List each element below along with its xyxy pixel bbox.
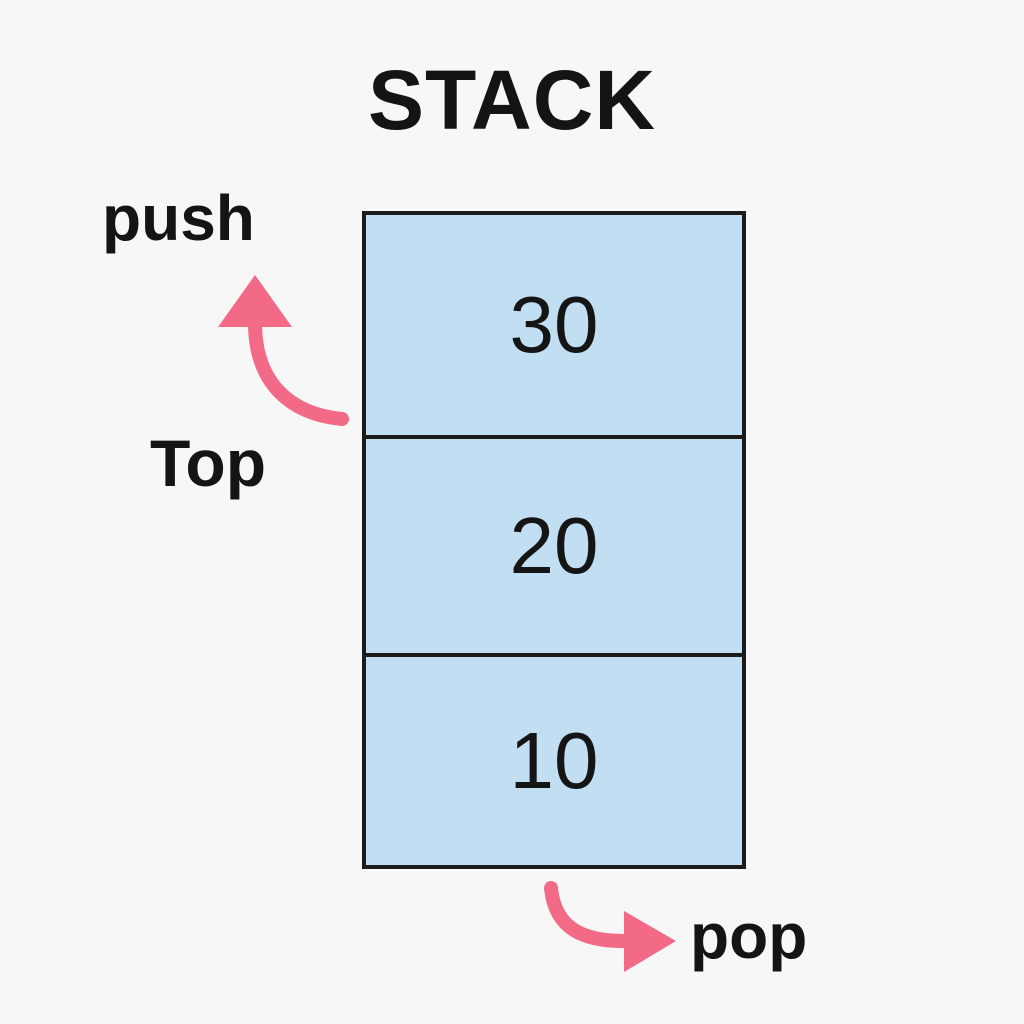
pop-arrow-head bbox=[624, 911, 676, 972]
stack-cell-top: 30 bbox=[366, 215, 742, 439]
push-arrow-curve bbox=[248, 316, 349, 426]
push-arrow-head bbox=[218, 275, 292, 327]
pop-label: pop bbox=[690, 900, 808, 972]
pop-arrow-curve bbox=[544, 881, 631, 948]
push-label: push bbox=[102, 182, 255, 254]
stack-cell-value-middle: 20 bbox=[509, 501, 599, 590]
stack-cell-value-top: 30 bbox=[509, 280, 599, 369]
stack-cell-bottom: 10 bbox=[366, 657, 742, 865]
diagram-title: STACK bbox=[367, 53, 657, 147]
stack-container: 30 20 10 bbox=[362, 211, 746, 869]
stack-cell-middle: 20 bbox=[366, 439, 742, 657]
top-label: Top bbox=[150, 426, 267, 500]
stack-cell-value-bottom: 10 bbox=[509, 716, 599, 805]
